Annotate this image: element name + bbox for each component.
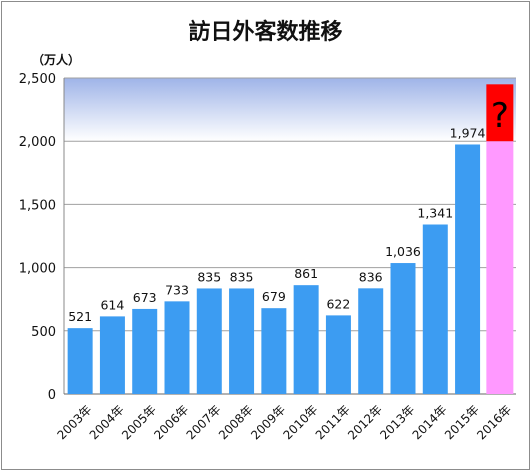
bar [99,316,125,394]
bar [455,144,481,394]
x-tick-label: 2014年 [410,402,450,442]
data-label: 836 [359,269,383,284]
bar [422,224,448,394]
data-label: 614 [100,297,124,312]
data-label: 733 [165,282,189,297]
bar [261,308,287,394]
bar [132,308,158,394]
projection-question-box [486,84,514,142]
data-label: 679 [262,289,286,304]
bar [390,263,416,394]
x-tick-label: 2010年 [280,402,320,442]
y-tick-label: 1,000 [19,262,56,277]
data-label: 1,974 [450,125,486,140]
projection-bar [486,141,514,394]
data-label: 521 [68,309,92,324]
x-tick-label: 2004年 [87,402,127,442]
data-label: 1,341 [417,205,453,220]
y-tick-label: 500 [31,325,56,340]
x-tick-label: 2011年 [313,402,353,442]
x-tick-label: 2006年 [151,402,191,442]
bar [293,285,319,394]
data-label: 622 [326,296,350,311]
x-tick-label: 2008年 [216,402,256,442]
bar [67,328,93,394]
data-label: 835 [197,269,221,284]
x-tick-label: 2003年 [54,402,94,442]
data-label: 1,036 [385,244,421,259]
y-axis-unit: （万人） [32,53,81,67]
x-tick-label: 2012年 [345,402,385,442]
x-tick-label: 2005年 [119,402,159,442]
y-tick-label: 2,000 [19,135,56,150]
x-tick-label: 2007年 [184,402,224,442]
x-tick-label: 2013年 [377,402,417,442]
y-tick-label: 2,500 [19,72,56,87]
data-label: 673 [133,290,157,305]
plot-top-band [64,78,516,141]
y-tick-label: 1,500 [19,198,56,213]
bar [164,301,190,394]
data-label: 861 [294,266,318,281]
bar [358,288,384,394]
y-tick-label: 0 [48,388,56,403]
question-mark: ? [491,96,509,136]
data-label: 835 [230,269,254,284]
bar [325,315,351,394]
bar [196,288,222,394]
bar [229,288,255,394]
x-tick-label: 2009年 [248,402,288,442]
x-tick-label: 2016年 [474,402,514,442]
x-tick-label: 2015年 [442,402,482,442]
chart-title: 訪日外客数推移 [188,20,343,45]
